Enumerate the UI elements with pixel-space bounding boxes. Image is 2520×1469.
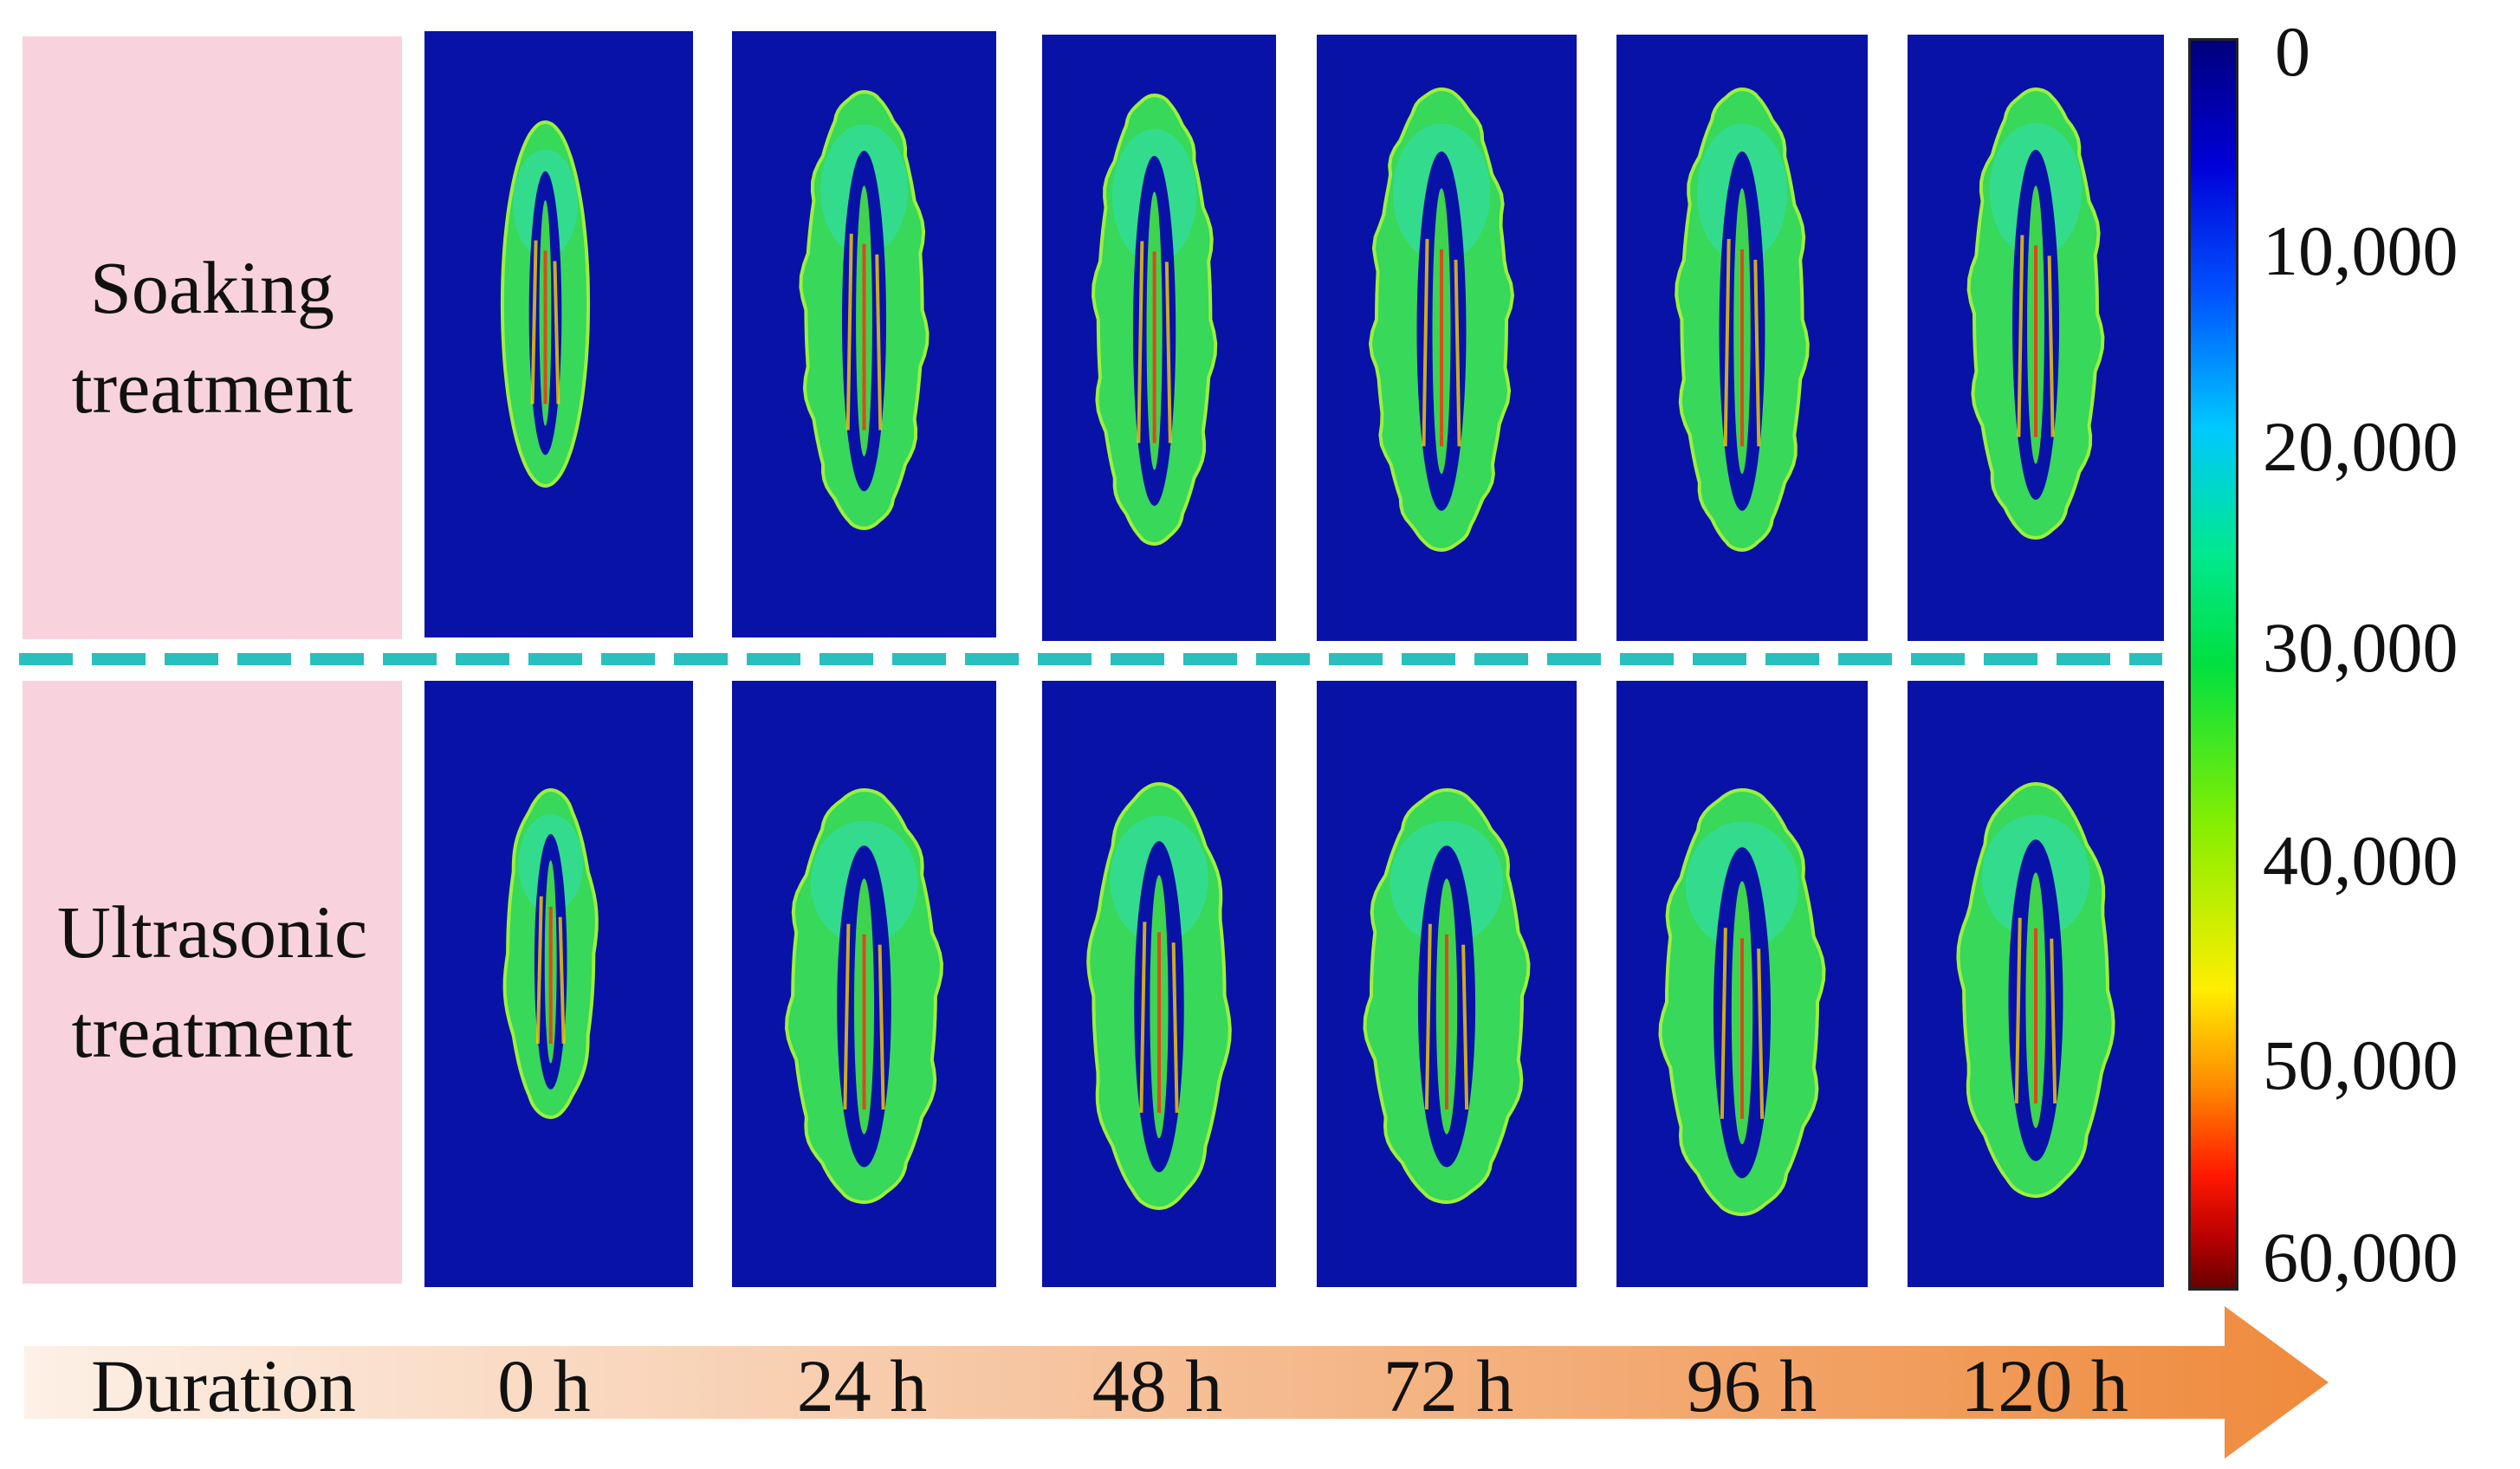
mri-image-soaking-72h	[1317, 35, 1577, 641]
colorbar-tick-label: 20,000	[2263, 407, 2458, 486]
high-signal-streak	[878, 944, 885, 1110]
row-label-line2: treatment	[71, 990, 353, 1073]
mri-image-ultrasonic-120h	[1908, 681, 2164, 1287]
time-label-120h: 120 h	[1960, 1344, 2128, 1427]
row-label-soaking: Soaking treatment	[23, 36, 402, 639]
time-label-48h: 48 h	[1092, 1344, 1223, 1427]
high-signal-streak	[1757, 948, 1765, 1119]
high-signal-streak	[1139, 922, 1147, 1113]
high-signal-streak	[1171, 942, 1179, 1113]
row-label-line2: treatment	[71, 346, 353, 429]
mri-image-soaking-120h	[1908, 35, 2164, 641]
high-signal-streak	[2047, 256, 2055, 437]
duration-arrow	[24, 1306, 2329, 1459]
high-signal-streak	[2017, 235, 2024, 437]
colorbar-tick-label: 60,000	[2263, 1218, 2458, 1297]
mri-image-soaking-0h	[424, 31, 693, 637]
colorbar-tick-label: 10,000	[2263, 211, 2458, 290]
high-signal-streak	[553, 261, 560, 404]
time-label-0h: 0 h	[497, 1344, 591, 1427]
high-signal-streak	[535, 896, 543, 1044]
mri-image-ultrasonic-0h	[424, 681, 693, 1287]
colorbar-tick-label: 30,000	[2263, 608, 2458, 687]
mri-image-soaking-24h	[732, 31, 996, 637]
row-divider	[19, 653, 2162, 665]
high-signal-streak	[1422, 238, 1429, 447]
high-signal-streak	[530, 240, 538, 404]
mri-image-soaking-48h	[1042, 35, 1276, 641]
high-signal-streak	[1723, 238, 1731, 447]
colorbar-tick-label: 40,000	[2263, 821, 2458, 900]
row-label-ultrasonic: Ultrasonic treatment	[23, 681, 402, 1284]
colorbar	[2188, 38, 2238, 1291]
high-signal-streak	[1461, 944, 1469, 1110]
high-signal-streak	[845, 233, 853, 430]
colorbar-tick-label: 50,000	[2263, 1026, 2458, 1104]
time-label-24h: 24 h	[796, 1344, 928, 1427]
mri-image-ultrasonic-96h	[1616, 681, 1868, 1287]
time-label-72h: 72 h	[1383, 1344, 1514, 1427]
high-signal-streak	[2014, 917, 2022, 1103]
mri-image-ultrasonic-72h	[1317, 681, 1577, 1287]
colorbar-tick-label: 0	[2275, 12, 2310, 91]
high-signal-streak	[1137, 241, 1144, 443]
high-signal-streak	[1720, 928, 1727, 1119]
high-signal-streak	[2050, 938, 2057, 1103]
duration-label: Duration	[91, 1344, 356, 1427]
high-signal-streak	[1164, 262, 1172, 443]
time-label-96h: 96 h	[1686, 1344, 1817, 1427]
mri-image-ultrasonic-48h	[1042, 681, 1276, 1287]
high-signal-streak	[1424, 923, 1432, 1110]
mri-image-soaking-96h	[1616, 35, 1868, 641]
high-signal-streak	[875, 254, 883, 430]
high-signal-streak	[843, 923, 851, 1110]
high-signal-streak	[1454, 259, 1461, 447]
row-label-line1: Ultrasonic	[56, 890, 368, 974]
mri-image-ultrasonic-24h	[732, 681, 996, 1287]
high-signal-streak	[558, 916, 566, 1045]
high-signal-streak	[1753, 259, 1761, 447]
row-label-line1: Soaking	[90, 245, 334, 329]
